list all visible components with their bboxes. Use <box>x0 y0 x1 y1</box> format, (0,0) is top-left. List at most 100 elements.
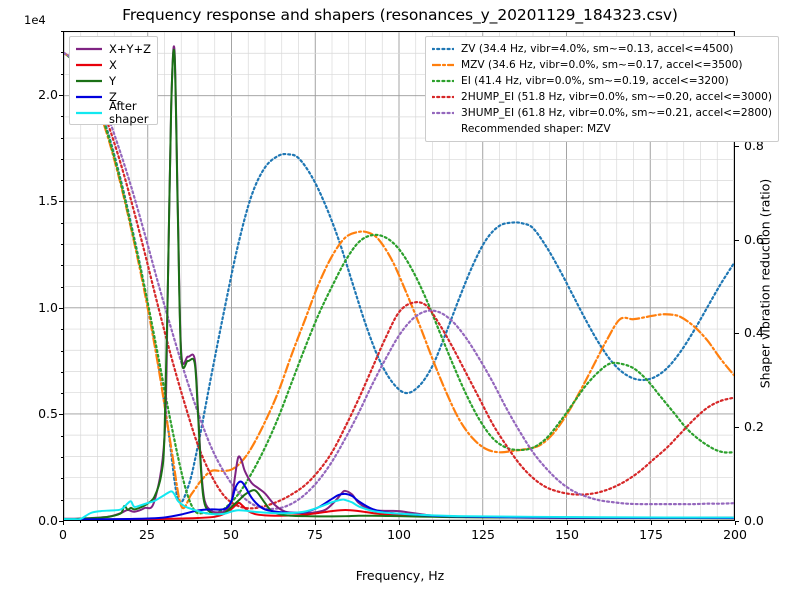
plot-area <box>63 31 735 521</box>
x-axis-tick-mark <box>399 521 400 525</box>
y-axis-minor-tick <box>60 31 63 32</box>
legend-line-swatch-icon <box>76 91 102 103</box>
x-axis-minor-tick <box>634 521 636 524</box>
y-axis-minor-tick <box>60 222 63 224</box>
x-axis-tick-label: 0 <box>59 527 67 542</box>
x-axis-minor-tick <box>449 521 451 524</box>
x-axis-minor-tick <box>583 521 585 524</box>
x-axis-minor-tick <box>466 521 468 524</box>
shaper-curve-3hump_ei <box>64 51 734 511</box>
x-axis-minor-tick <box>264 521 266 524</box>
y-axis-tick-mark <box>59 201 63 203</box>
y-axis-offset-text: 1e4 <box>24 13 46 27</box>
x-axis-minor-tick <box>701 521 703 524</box>
y-axis-tick-mark <box>59 414 63 416</box>
x-axis-tick-label: 25 <box>139 527 155 542</box>
x-axis-tick-label: 75 <box>307 527 323 542</box>
y-axis-tick-mark <box>59 94 63 96</box>
x-axis-minor-tick <box>247 521 249 524</box>
recommended-shaper-note: Recommended shaper: MZV <box>432 121 772 137</box>
secondary-y-axis-tick-label: 0.4 <box>744 325 764 341</box>
x-axis-minor-tick <box>130 521 132 524</box>
legend-item-xyz[interactable]: X+Y+Z <box>76 41 151 57</box>
legend-item-label: Y <box>109 74 117 88</box>
x-axis-tick-mark <box>63 521 64 525</box>
x-axis-tick-label: 150 <box>555 527 579 542</box>
secondary-y-axis-tick-label: 0.2 <box>744 419 764 435</box>
legend-item-ei[interactable]: EI (41.4 Hz, vibr=0.0%, sm~=0.19, accel<… <box>432 73 772 89</box>
x-axis-minor-tick <box>499 521 501 524</box>
x-axis-tick-mark <box>735 521 736 525</box>
x-axis-minor-tick <box>718 521 720 524</box>
secondary-y-axis-tick-label: 0.0 <box>744 513 764 528</box>
x-axis-tick-label: 100 <box>387 527 411 542</box>
x-axis-minor-tick <box>331 521 333 524</box>
legend-item-label: Z <box>109 90 117 104</box>
x-axis-minor-tick <box>348 521 350 524</box>
secondary-y-axis-tick-label: 0.6 <box>744 231 764 247</box>
legend-item-label: ZV (34.4 Hz, vibr=4.0%, sm~=0.13, accel<… <box>461 43 734 55</box>
y-axis-minor-tick <box>60 265 63 267</box>
legend-item-label: 2HUMP_EI (51.8 Hz, vibr=0.0%, sm~=0.20, … <box>461 91 772 103</box>
x-axis-tick-label: 125 <box>471 527 495 542</box>
y-axis-minor-tick <box>60 457 63 459</box>
legend-item-2hump_ei[interactable]: 2HUMP_EI (51.8 Hz, vibr=0.0%, sm~=0.20, … <box>432 89 772 105</box>
x-axis-minor-tick <box>550 521 552 524</box>
y-axis-minor-tick <box>60 137 63 139</box>
legend-line-swatch-icon <box>432 59 454 71</box>
y-axis-tick-label: 0.5 <box>38 406 58 422</box>
y-axis-tick-mark <box>59 521 63 522</box>
y-axis-minor-tick <box>60 393 63 395</box>
legend-item-label: X+Y+Z <box>109 42 152 56</box>
x-axis-minor-tick <box>382 521 384 524</box>
y-axis-minor-tick <box>60 158 63 160</box>
legend-item-y[interactable]: Y <box>76 73 151 89</box>
legend-item-label: EI (41.4 Hz, vibr=0.0%, sm~=0.19, accel<… <box>461 75 729 87</box>
secondary-y-axis-tick-mark <box>735 333 739 335</box>
y-axis-minor-tick <box>60 52 63 54</box>
x-axis-minor-tick <box>684 521 686 524</box>
x-axis-tick-label: 50 <box>223 527 239 542</box>
legend-item-3hump_ei[interactable]: 3HUMP_EI (61.8 Hz, vibr=0.0%, sm~=0.21, … <box>432 105 772 121</box>
legend-item-after shaper[interactable]: After shaper <box>76 99 151 125</box>
psd-curve-after-shaper <box>64 490 734 520</box>
y-axis-minor-tick <box>60 329 63 331</box>
y-axis-minor-tick <box>60 435 63 437</box>
y-axis-minor-tick <box>60 286 63 288</box>
y-axis-tick-label: 1.5 <box>38 193 58 209</box>
legend-line-swatch-icon <box>76 107 102 119</box>
secondary-y-axis-tick-mark <box>735 145 739 147</box>
legend-line-swatch-icon <box>76 59 102 71</box>
legend-signals: X+Y+Z X Y Z After shaper <box>69 36 159 125</box>
legend-item-x[interactable]: X <box>76 57 151 73</box>
x-axis-tick-mark <box>567 521 568 525</box>
x-axis-tick-label: 175 <box>639 527 663 542</box>
legend-line-swatch-icon <box>76 43 102 55</box>
legend-item-zv[interactable]: ZV (34.4 Hz, vibr=4.0%, sm~=0.13, accel<… <box>432 41 772 57</box>
x-axis-minor-tick <box>79 521 81 524</box>
y-axis-minor-tick <box>60 350 63 352</box>
x-axis-minor-tick <box>163 521 165 524</box>
x-axis-tick-mark <box>231 521 232 525</box>
secondary-y-axis-label: Shaper vibration reduction (ratio) <box>757 178 773 389</box>
x-axis-minor-tick <box>180 521 182 524</box>
legend-item-label: After shaper <box>109 98 149 126</box>
shaper-curve-ei <box>64 51 734 515</box>
x-axis-minor-tick <box>281 521 283 524</box>
legend-item-mzv[interactable]: MZV (34.6 Hz, vibr=0.0%, sm~=0.17, accel… <box>432 57 772 73</box>
x-axis-tick-mark <box>483 521 484 525</box>
x-axis-tick-mark <box>315 521 316 525</box>
legend-line-swatch-icon <box>432 91 454 103</box>
shaper-curve-zv <box>64 51 734 504</box>
legend-line-swatch-icon <box>432 107 454 119</box>
y-axis-minor-tick <box>60 180 63 182</box>
x-axis-minor-tick <box>617 521 619 524</box>
legend-item-z[interactable]: Z <box>76 89 151 105</box>
y-axis-tick-label: 1.0 <box>38 299 58 315</box>
legend-line-swatch-icon <box>432 43 454 55</box>
psd-curve-x-y-z <box>64 45 734 520</box>
x-axis-minor-tick <box>415 521 417 524</box>
secondary-y-axis-tick-mark <box>735 239 739 241</box>
legend-line-swatch-icon <box>432 75 454 87</box>
